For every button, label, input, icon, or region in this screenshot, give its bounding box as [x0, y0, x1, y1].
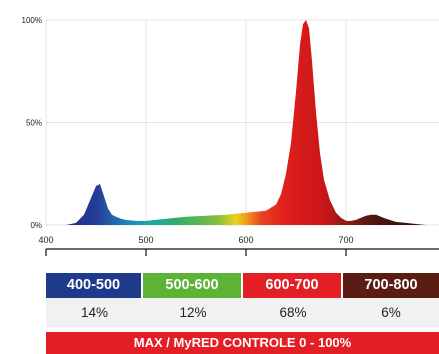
x-tick-label-400: 400	[38, 235, 53, 245]
band-value-row: 14% 12% 68% 6%	[46, 298, 439, 327]
x-tick-label-600: 600	[238, 235, 253, 245]
band-label-400-500: 400-500	[46, 273, 143, 298]
grid-lines	[45, 19, 439, 226]
band-value-700-800: 6%	[343, 298, 439, 327]
x-tick-label-700: 700	[338, 235, 353, 245]
band-legend: 400-500 500-600 600-700 700-800 14% 12% …	[46, 273, 439, 327]
y-tick-label-100: 100%	[22, 16, 42, 25]
control-footer: MAX / MyRED CONTROLE 0 - 100%	[46, 332, 439, 354]
spectrum-chart: 4005006007008 0%50%100%	[22, 16, 439, 256]
x-axis: 4005006007008	[38, 235, 439, 256]
y-tick-label-0: 0%	[30, 221, 42, 230]
band-value-500-600: 12%	[143, 298, 243, 327]
y-tick-labels: 0% 50% 100%	[22, 16, 42, 230]
y-tick-label-50: 50%	[26, 119, 42, 128]
band-label-600-700: 600-700	[243, 273, 343, 298]
band-value-400-500: 14%	[46, 298, 143, 327]
x-tick-label-500: 500	[138, 235, 153, 245]
band-label-700-800: 700-800	[343, 273, 439, 298]
band-value-600-700: 68%	[243, 298, 343, 327]
band-label-500-600: 500-600	[143, 273, 243, 298]
band-label-row: 400-500 500-600 600-700 700-800	[46, 273, 439, 298]
